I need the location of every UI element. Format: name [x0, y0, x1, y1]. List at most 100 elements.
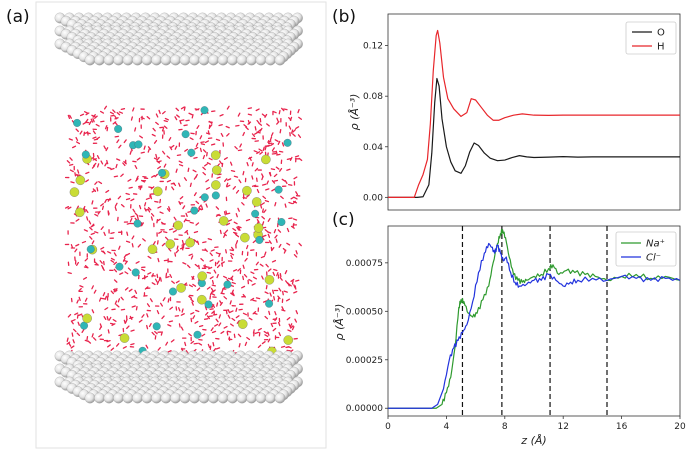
water-molecule [277, 140, 281, 145]
carbon-atom [84, 54, 96, 66]
water-molecule [159, 302, 164, 307]
carbon-atom [179, 392, 191, 404]
water-molecule [84, 339, 89, 342]
carbon-atom [122, 54, 134, 66]
ion-cl [133, 219, 142, 228]
water-molecule [253, 150, 258, 153]
water-molecule [274, 311, 277, 316]
y-tick-label: 0.04 [363, 143, 383, 153]
water-molecule [193, 192, 197, 197]
water-molecule [70, 320, 74, 325]
water-molecule [215, 206, 220, 210]
water-molecule [131, 235, 135, 240]
water-molecule [123, 139, 127, 144]
water-molecule [195, 200, 200, 205]
water-molecule [143, 275, 149, 279]
chart-c-density-ions: 0.00000 0.00025 0.00050 0.00075 0 4 8 12 16 20 ρ… [333, 225, 686, 447]
water-molecule [220, 289, 224, 294]
carbon-atom [170, 54, 181, 66]
water-molecule [264, 229, 269, 233]
y-tick-label: 0.00025 [346, 356, 383, 366]
water-molecule [288, 201, 293, 205]
y-tick-label: 0.00000 [346, 404, 383, 414]
water-molecule [101, 205, 105, 210]
ion-na [251, 197, 262, 207]
carbon-atom [274, 54, 286, 66]
panel-label-a: (a) [6, 7, 30, 27]
water-molecule [85, 179, 90, 183]
water-molecule [114, 206, 117, 211]
carbon-atom [274, 392, 286, 404]
carbon-atom [208, 54, 219, 66]
water-molecule [104, 295, 108, 300]
water-molecule [226, 222, 231, 226]
water-molecule [104, 125, 108, 130]
water-molecule [171, 280, 175, 284]
ion-na [211, 180, 221, 190]
water-molecule [156, 310, 160, 315]
water-molecule [129, 217, 133, 223]
carbon-atom [265, 54, 276, 66]
water-molecule [113, 268, 118, 273]
water-molecule [113, 261, 118, 265]
water-molecule [214, 323, 219, 327]
water-molecule [292, 218, 298, 221]
water-molecule [290, 225, 295, 229]
water-molecule [225, 182, 229, 187]
carbon-atom [103, 54, 115, 66]
water-molecule [212, 348, 217, 352]
water-molecule [281, 309, 286, 312]
water-molecule [272, 271, 276, 276]
water-molecule [262, 195, 267, 200]
ion-na [119, 333, 130, 343]
water-molecule [281, 107, 285, 112]
ion-cl [223, 280, 232, 289]
water-molecule [66, 160, 71, 164]
water-molecule [185, 212, 188, 218]
water-molecule [236, 226, 240, 231]
water-molecule [122, 257, 126, 262]
water-molecule [273, 268, 278, 272]
water-molecule [196, 287, 201, 291]
carbon-atom [103, 392, 115, 404]
water-molecule [79, 285, 84, 288]
water-molecule [79, 113, 85, 117]
water-molecule [286, 158, 292, 160]
water-molecule [211, 310, 215, 314]
water-molecule [205, 187, 211, 190]
water-molecule [261, 221, 265, 226]
ion-cl [86, 245, 95, 254]
water-molecule [203, 318, 209, 320]
water-molecule [71, 319, 76, 322]
water-molecule [147, 146, 152, 150]
ion-cl [255, 236, 264, 244]
water-molecule [107, 329, 110, 334]
water-molecule [231, 289, 234, 294]
water-molecule [78, 296, 81, 302]
water-molecule [120, 296, 124, 301]
water-molecule [190, 255, 194, 260]
water-molecule [110, 167, 115, 171]
water-molecule [220, 292, 225, 295]
water-molecule [142, 238, 146, 242]
water-molecule [225, 309, 228, 315]
water-molecule [127, 178, 132, 182]
water-molecule [153, 139, 158, 144]
carbon-atom [189, 54, 200, 66]
water-molecule [225, 125, 230, 129]
water-molecule [195, 222, 200, 226]
water-molecule [274, 234, 278, 239]
water-molecule [146, 116, 151, 120]
water-molecule [191, 275, 195, 280]
water-molecule [277, 295, 281, 300]
water-molecule [270, 132, 274, 137]
water-molecule [255, 108, 260, 112]
water-molecule [72, 339, 75, 344]
ion-cl [181, 130, 190, 139]
water-molecule [188, 112, 193, 116]
water-molecule [251, 133, 256, 138]
water-molecule [201, 205, 204, 210]
water-molecule [96, 163, 100, 168]
water-molecule [266, 180, 269, 185]
water-molecule [237, 333, 242, 338]
